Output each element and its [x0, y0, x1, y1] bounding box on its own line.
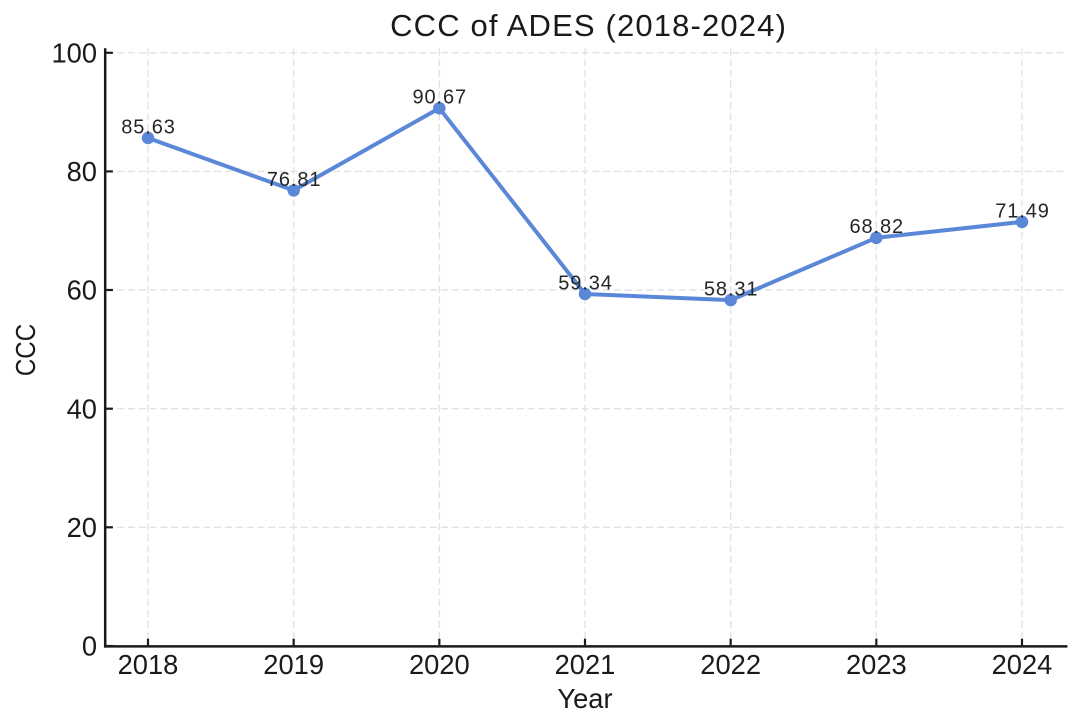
svg-text:2018: 2018 — [118, 649, 179, 680]
svg-text:76.81: 76.81 — [267, 169, 322, 191]
svg-text:80: 80 — [67, 156, 97, 187]
svg-text:2020: 2020 — [409, 649, 470, 680]
svg-text:CCC: CCC — [12, 324, 42, 376]
svg-text:90.67: 90.67 — [413, 87, 468, 109]
svg-text:2024: 2024 — [992, 649, 1053, 680]
svg-text:85.63: 85.63 — [121, 116, 176, 138]
svg-text:Year: Year — [557, 683, 612, 714]
svg-text:40: 40 — [67, 393, 97, 424]
svg-text:68.82: 68.82 — [850, 216, 905, 238]
svg-text:58.31: 58.31 — [704, 279, 759, 301]
svg-text:CCC of ADES (2018-2024): CCC of ADES (2018-2024) — [390, 8, 787, 43]
svg-text:71.49: 71.49 — [995, 200, 1050, 222]
svg-text:59.34: 59.34 — [558, 272, 613, 294]
svg-text:2021: 2021 — [555, 649, 616, 680]
svg-text:60: 60 — [67, 275, 97, 306]
svg-text:2022: 2022 — [700, 649, 761, 680]
svg-text:100: 100 — [51, 38, 97, 69]
svg-text:0: 0 — [82, 631, 97, 662]
svg-text:2019: 2019 — [263, 649, 324, 680]
svg-text:20: 20 — [67, 512, 97, 543]
svg-text:2023: 2023 — [846, 649, 907, 680]
